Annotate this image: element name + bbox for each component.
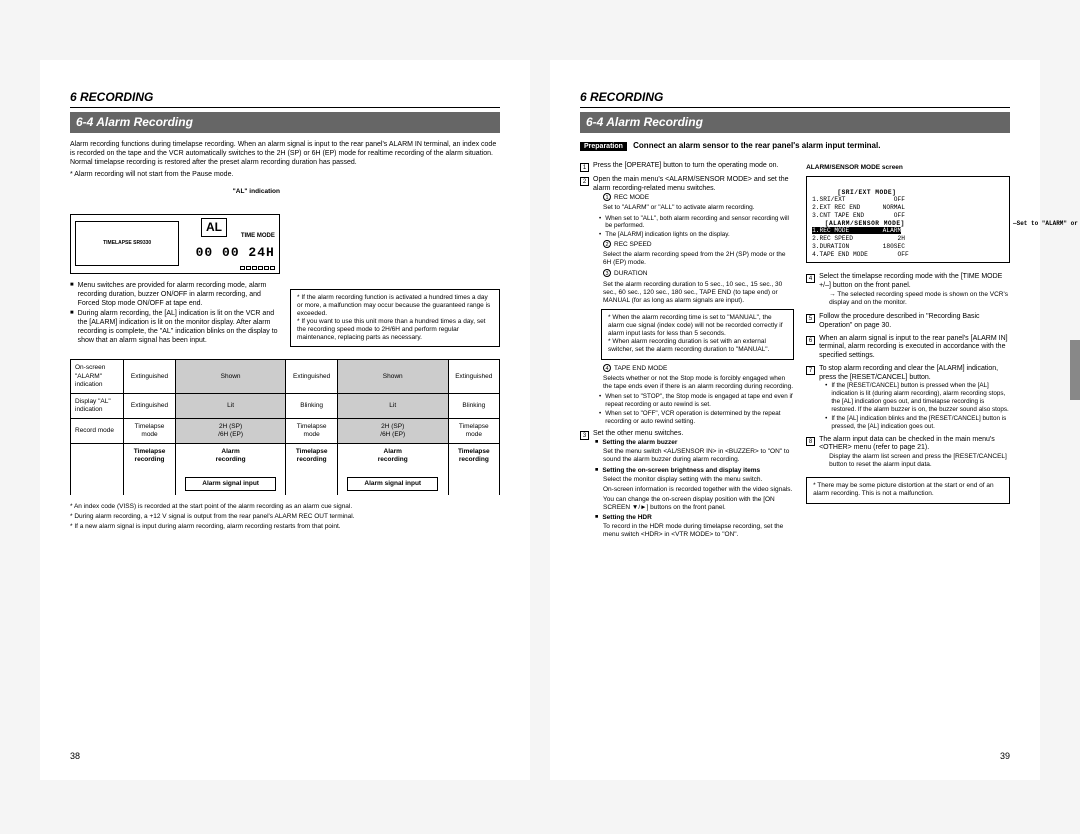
footnotes: * An index code (VISS) is recorded at th… (70, 503, 500, 531)
page-number: 38 (70, 751, 80, 762)
chapter-heading: 6 RECORDING (70, 90, 500, 108)
caution-box: * If the alarm recording function is act… (290, 289, 500, 348)
distortion-note-box: * There may be some picture distortion a… (806, 477, 1010, 503)
chapter-heading: 6 RECORDING (580, 90, 1010, 108)
page-38: 6 RECORDING 6-4 Alarm Recording Alarm re… (40, 60, 530, 780)
time-mode-label: TIME MODE (241, 233, 275, 241)
vcr-display: 00 00 24H (196, 245, 275, 261)
state-table: On-screen "ALARM" indication Extinguishe… (70, 359, 500, 494)
al-badge: AL (201, 218, 227, 237)
alarm-signal-box-1: Alarm signal input (185, 477, 276, 491)
alarm-signal-box-2: Alarm signal input (347, 477, 438, 491)
menu-screen-title: ALARM/SENSOR MODE screen (806, 164, 1010, 172)
page-39: 6 RECORDING 6-4 Alarm Recording Preparat… (550, 60, 1040, 780)
vcr-body: TIMELAPSE SR9330 (75, 221, 179, 266)
vcr-illustration: TIMELAPSE SR9330 AL TIME MODE 00 00 24H (70, 214, 280, 274)
intro-text: Alarm recording functions during timelap… (70, 141, 500, 167)
section-heading: 6-4 Alarm Recording (70, 112, 500, 133)
note-pause: * Alarm recording will not start from th… (70, 171, 500, 180)
al-indication-label: "AL" indication (70, 188, 280, 196)
page-number: 39 (1000, 751, 1010, 762)
step-3-num: 3 (580, 431, 589, 440)
preparation-row: Preparation Connect an alarm sensor to t… (580, 141, 1010, 152)
section-heading: 6-4 Alarm Recording (580, 112, 1010, 133)
preparation-label: Preparation (580, 142, 627, 151)
preparation-text: Connect an alarm sensor to the rear pane… (633, 141, 880, 150)
section-tab (1070, 340, 1080, 400)
step-1-num: 1 (580, 163, 589, 172)
bullet-list: Menu switches are provided for alarm rec… (70, 282, 280, 345)
step-2-num: 2 (580, 177, 589, 186)
menu-screen: [SRI/EXT MODE] 1.SRI/EXT OFF 2.EXT REC E… (806, 176, 1010, 264)
